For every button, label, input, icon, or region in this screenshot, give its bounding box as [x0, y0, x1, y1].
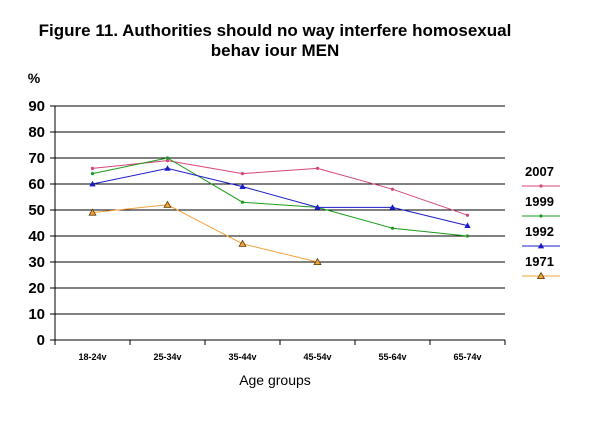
y-tick-label: 20	[28, 280, 45, 297]
y-tick-labels: 0 10 20 30 40 50 60 70 80 90	[28, 98, 45, 349]
y-tick-label: 40	[28, 228, 45, 245]
series-lines	[88, 156, 471, 266]
axes	[50, 105, 506, 345]
data-point	[390, 187, 395, 191]
data-point	[163, 200, 172, 208]
data-point	[238, 239, 247, 247]
data-point	[165, 156, 170, 160]
x-tick-label: 65-74v	[453, 352, 481, 362]
legend-marker	[536, 271, 546, 280]
x-tick-labels: 18-24v 25-34v 35-44v 45-54v 55-64v 65-74v	[78, 352, 481, 362]
legend-marker	[539, 184, 543, 188]
legend-marker	[537, 242, 545, 249]
legend-label: 1992	[525, 224, 554, 239]
data-point	[464, 222, 471, 228]
x-tick-label: 18-24v	[78, 352, 106, 362]
data-point	[240, 200, 245, 204]
legend-item-2007: 2007	[522, 164, 560, 188]
legend-label: 1999	[525, 194, 554, 209]
x-axis-label: Age groups	[239, 372, 311, 388]
legend: 2007 1999 1992 1971	[522, 164, 560, 280]
y-axis-label: %	[28, 70, 41, 86]
data-point	[164, 165, 171, 171]
chart-title-line-2: behav iour MEN	[211, 41, 339, 60]
gridlines	[55, 105, 505, 315]
x-tick-label: 45-54v	[303, 352, 331, 362]
y-tick-label: 50	[28, 202, 45, 219]
data-point	[315, 166, 320, 170]
y-tick-label: 60	[28, 176, 45, 193]
legend-item-1992: 1992	[522, 224, 560, 249]
series-line-1992	[92, 167, 468, 227]
data-point	[90, 166, 95, 170]
x-tick-label: 55-64v	[378, 352, 406, 362]
x-tick-label: 35-44v	[228, 352, 256, 362]
data-point	[465, 213, 470, 217]
y-tick-label: 10	[28, 306, 45, 323]
y-tick-label: 0	[37, 332, 45, 349]
legend-label: 1971	[525, 254, 554, 269]
data-point	[90, 172, 95, 176]
chart-title-line-1: Figure 11. Authorities should no way int…	[39, 21, 512, 40]
data-point	[390, 226, 395, 230]
data-point	[239, 183, 246, 189]
chart-title: Figure 11. Authorities should no way int…	[39, 21, 512, 60]
data-point	[313, 257, 322, 266]
y-tick-label: 90	[28, 98, 45, 115]
series-1971	[88, 200, 322, 266]
data-point	[89, 180, 96, 187]
data-point	[465, 234, 470, 238]
legend-marker	[539, 214, 543, 218]
data-point	[389, 204, 396, 210]
data-point	[240, 172, 245, 176]
series-line-1999	[92, 157, 468, 237]
legend-label: 2007	[525, 164, 554, 179]
legend-item-1971: 1971	[522, 254, 560, 280]
data-point	[88, 208, 97, 216]
data-point	[314, 204, 321, 210]
series-2007	[90, 159, 470, 217]
data-point	[165, 159, 170, 163]
series-line-1971	[92, 204, 318, 263]
y-tick-label: 70	[28, 150, 45, 167]
y-tick-label: 30	[28, 254, 45, 271]
x-tick-label: 25-34v	[153, 352, 181, 362]
series-line-2007	[92, 160, 468, 216]
y-tick-label: 80	[28, 124, 45, 141]
legend-item-1999: 1999	[522, 194, 560, 218]
series-1992	[89, 165, 471, 228]
